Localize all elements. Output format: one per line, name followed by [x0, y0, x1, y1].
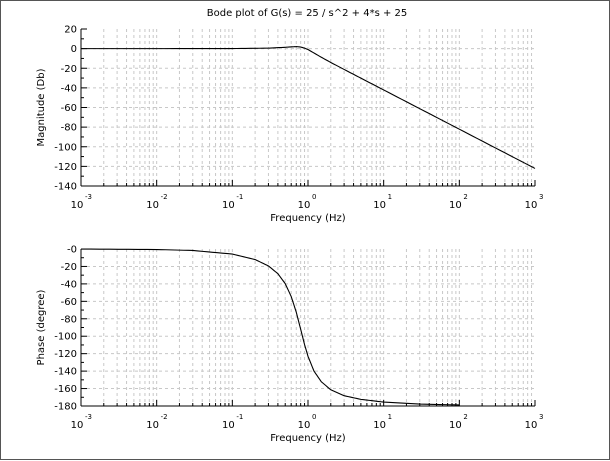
y-tick-label: -20 — [61, 64, 77, 75]
x-tick-label: 10 — [71, 200, 84, 211]
y-tick-label: -60 — [61, 297, 77, 308]
y-tick-label: -40 — [61, 83, 77, 94]
x-tick-exponent: -1 — [236, 413, 243, 421]
x-tick-exponent: -2 — [161, 193, 168, 201]
x-tick-label: 10 — [373, 420, 386, 431]
figure-title: Bode plot of G(s) = 25 / s^2 + 4*s + 25 — [207, 8, 408, 19]
y-tick-label: -120 — [54, 349, 77, 360]
x-tick-label: 10 — [222, 420, 235, 431]
x-tick-exponent: -2 — [161, 413, 168, 421]
x-tick-label: 10 — [298, 200, 311, 211]
x-tick-exponent: 1 — [388, 413, 392, 421]
x-tick-exponent: 0 — [312, 413, 316, 421]
x-tick-label: 10 — [449, 420, 462, 431]
y-tick-label: 0 — [71, 44, 77, 55]
y-tick-label: -40 — [61, 279, 77, 290]
x-tick-exponent: -1 — [236, 193, 243, 201]
y-tick-label: -120 — [54, 162, 77, 173]
y-tick-label: 20 — [64, 25, 77, 36]
x-tick-exponent: 0 — [312, 193, 316, 201]
y-axis-label: Magnitude (Db) — [36, 68, 47, 146]
y-tick-label: -80 — [61, 314, 77, 325]
x-tick-label: 10 — [449, 200, 462, 211]
x-tick-label: 10 — [525, 420, 538, 431]
x-tick-label: 10 — [222, 200, 235, 211]
x-tick-exponent: 1 — [388, 193, 392, 201]
x-tick-exponent: 3 — [539, 413, 543, 421]
x-tick-exponent: -3 — [85, 193, 92, 201]
y-tick-label: -180 — [54, 402, 77, 413]
y-tick-label: -160 — [54, 384, 77, 395]
y-tick-label: -0 — [67, 245, 77, 256]
x-tick-exponent: 3 — [539, 193, 543, 201]
x-tick-exponent: 2 — [463, 413, 467, 421]
phase-plot: 10-310-210-1100101102103-0-20-40-60-80-1… — [36, 245, 543, 445]
x-axis-label: Frequency (Hz) — [270, 433, 346, 444]
y-tick-label: -100 — [54, 142, 77, 153]
y-axis-label: Phase (degree) — [36, 289, 47, 365]
x-tick-exponent: -3 — [85, 413, 92, 421]
data-line — [81, 46, 536, 169]
y-tick-label: -100 — [54, 332, 77, 343]
y-tick-label: -140 — [54, 182, 77, 193]
magnitude-plot: 10-310-210-1100101102103200-20-40-60-80-… — [36, 25, 543, 225]
y-tick-label: -60 — [61, 103, 77, 114]
x-axis-label: Frequency (Hz) — [270, 213, 346, 224]
x-tick-label: 10 — [298, 420, 311, 431]
x-tick-label: 10 — [146, 420, 159, 431]
y-tick-label: -140 — [54, 367, 77, 378]
x-tick-label: 10 — [373, 200, 386, 211]
y-tick-label: -80 — [61, 123, 77, 134]
y-tick-label: -20 — [61, 262, 77, 273]
x-tick-label: 10 — [71, 420, 84, 431]
x-tick-label: 10 — [525, 200, 538, 211]
data-line — [80, 248, 460, 406]
x-tick-label: 10 — [146, 200, 159, 211]
x-tick-exponent: 2 — [463, 193, 467, 201]
